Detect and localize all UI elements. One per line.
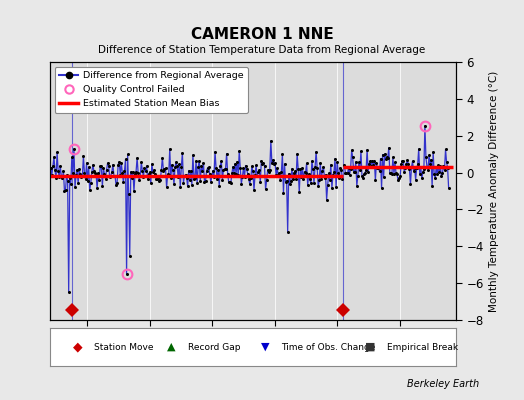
Text: Station Move: Station Move [94,342,154,352]
Text: Empirical Break: Empirical Break [387,342,458,352]
Text: Berkeley Earth: Berkeley Earth [407,379,479,389]
Text: Difference of Station Temperature Data from Regional Average: Difference of Station Temperature Data f… [99,45,425,55]
Text: Record Gap: Record Gap [188,342,241,352]
Text: ▲: ▲ [167,342,176,352]
Y-axis label: Monthly Temperature Anomaly Difference (°C): Monthly Temperature Anomaly Difference (… [489,70,499,312]
Text: CAMERON 1 NNE: CAMERON 1 NNE [191,27,333,42]
Text: ■: ■ [365,342,376,352]
Legend: Difference from Regional Average, Quality Control Failed, Estimated Station Mean: Difference from Regional Average, Qualit… [54,67,248,113]
Text: ◆: ◆ [73,340,83,354]
Text: Time of Obs. Change: Time of Obs. Change [281,342,376,352]
Text: ▼: ▼ [261,342,269,352]
